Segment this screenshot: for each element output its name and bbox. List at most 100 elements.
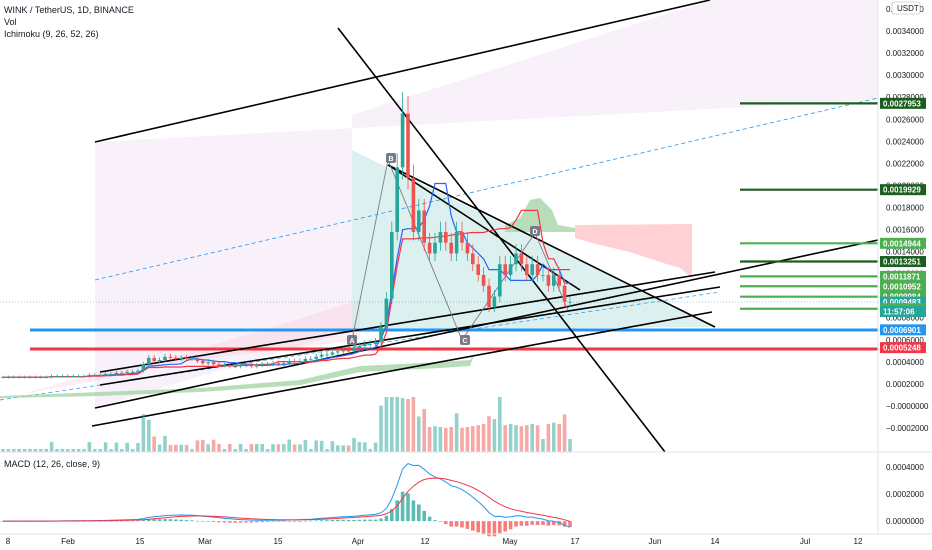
candle-body: [39, 377, 43, 379]
volume-bar: [444, 427, 448, 452]
candle-body: [195, 358, 200, 362]
candle-body: [49, 376, 54, 378]
volume-bar: [17, 449, 21, 452]
candle-body: [568, 301, 572, 303]
volume-bar: [346, 445, 351, 452]
macd-histogram-bar: [287, 521, 291, 522]
macd-histogram-bar: [217, 521, 221, 523]
signal-line: [3, 477, 571, 522]
price-axis[interactable]: 0.00360000.00340000.00320000.00300000.00…: [886, 5, 929, 433]
volume-bar: [249, 444, 254, 452]
candle-body: [184, 357, 189, 359]
volume-bar: [373, 442, 378, 452]
macd-histogram-bar: [265, 521, 270, 522]
macd-histogram-bar: [238, 521, 243, 523]
y-tick-label: 0.0024000: [886, 137, 924, 146]
y-tick-label: −0.0000000: [886, 402, 929, 411]
macd-histogram-bar: [514, 521, 518, 527]
volume-bar: [244, 449, 248, 452]
candle-body: [546, 274, 551, 286]
candle-body: [449, 242, 453, 254]
macd-histogram-bar: [249, 521, 254, 523]
teal-triangle-zone: [352, 150, 715, 330]
macd-histogram-bar: [292, 521, 297, 522]
macd-histogram-bar: [136, 520, 140, 522]
candle-body: [541, 274, 545, 276]
volume-bar: [201, 440, 205, 452]
price-tag-label: 0.0011871: [883, 272, 921, 281]
candle-body: [157, 359, 162, 362]
macd-histogram-bar: [433, 520, 437, 522]
candle-body: [93, 375, 97, 376]
macd-histogram-bar: [201, 521, 205, 522]
volume-bars: [1, 397, 572, 452]
price-tag-label: 0.0019929: [883, 186, 921, 195]
candle-body: [260, 364, 264, 366]
volume-bar: [114, 442, 119, 452]
candle-body: [508, 264, 513, 275]
macd-histogram-bar: [427, 516, 432, 522]
volume-bar: [179, 444, 183, 452]
macd-histogram-bar: [406, 493, 410, 522]
volume-bar: [352, 437, 356, 452]
volume-bar: [33, 449, 38, 452]
ichimoku-cloud: [0, 198, 692, 398]
volume-bar: [525, 425, 529, 452]
volume-bar: [147, 419, 151, 452]
y-tick-label: 0.0028000: [886, 93, 924, 102]
macd-axis[interactable]: 0.0004000 0.0002000 0.0000000: [886, 463, 924, 526]
candle-body: [287, 361, 291, 364]
candle-body: [498, 264, 502, 297]
macd-histogram-bar: [109, 520, 113, 522]
cloud-green-upper: [505, 198, 575, 232]
candle-body: [346, 350, 351, 352]
candle-body: [465, 242, 470, 254]
macd-histogram-bar: [373, 519, 378, 522]
volume-bar: [417, 416, 421, 452]
volume-legend[interactable]: Vol: [4, 17, 17, 27]
x-tick-label: Feb: [61, 537, 75, 546]
pattern-labels: A B C D: [347, 153, 540, 345]
macd-histogram-bar: [525, 521, 529, 526]
volume-bar: [66, 449, 70, 452]
macd-histogram-bar: [557, 521, 561, 526]
volume-bar: [503, 425, 507, 452]
y-tick-label: 0.0030000: [886, 71, 924, 80]
macd-histogram-bar: [552, 521, 556, 525]
volume-bar: [508, 424, 513, 452]
candle-body: [309, 358, 313, 360]
x-tick-label: 8: [6, 537, 11, 546]
y-tick-label: −0.0002000: [886, 424, 929, 433]
time-axis[interactable]: 8 Feb 15 Mar 15 Apr 12 May 17 Jun 14 Jul 12: [6, 537, 863, 546]
pink-zone-lower: [0, 300, 360, 400]
candle-body: [233, 366, 237, 368]
macd-histogram-bar: [319, 520, 324, 522]
macd-histogram-bar: [168, 519, 173, 522]
price-tag-box: [880, 342, 926, 354]
candle-body: [244, 365, 248, 367]
volume-bar: [130, 449, 135, 452]
channel-lower-3: [91, 311, 713, 427]
y-tick-label: 0.0034000: [886, 27, 924, 36]
candle-body: [406, 113, 410, 179]
macd-histogram-bar: [438, 521, 443, 522]
volume-bar: [465, 427, 470, 452]
macd-histogram-bar: [309, 520, 313, 522]
countdown-box: [880, 306, 926, 317]
candle-body: [363, 343, 367, 346]
macd-histogram-bar: [487, 521, 491, 537]
price-tag-label: 0.0006901: [883, 326, 921, 335]
volume-bar: [82, 449, 86, 452]
macd-histogram-bar: [125, 520, 129, 522]
volume-bar: [125, 442, 129, 452]
macd-histogram-bar: [314, 520, 318, 522]
candle-body: [130, 371, 135, 373]
volume-bar: [514, 425, 518, 452]
macd-histogram-bar: [357, 519, 362, 522]
volume-bar: [60, 449, 65, 452]
ichimoku-legend[interactable]: Ichimoku (9, 26, 52, 26): [4, 29, 99, 39]
macd-legend[interactable]: MACD (12, 26, close, 9): [4, 459, 101, 469]
symbol-title[interactable]: WINK / TetherUS, 1D, BINANCE: [4, 5, 134, 15]
macd-histogram-bar: [363, 519, 367, 522]
